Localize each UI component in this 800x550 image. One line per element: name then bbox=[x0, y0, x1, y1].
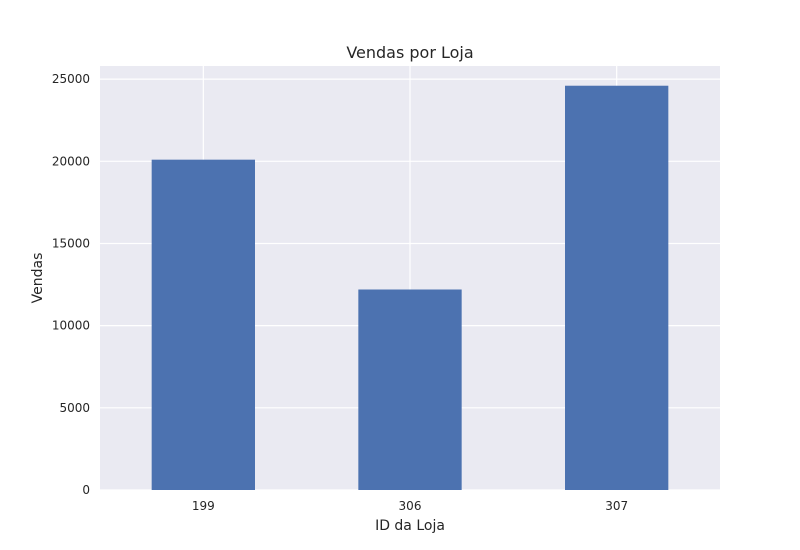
bar-306 bbox=[358, 289, 462, 490]
x-tick-labels: 199 306 307 bbox=[192, 499, 628, 513]
y-tick-labels: 0 5000 10000 15000 20000 25000 bbox=[52, 72, 90, 497]
y-tick-label: 15000 bbox=[52, 236, 90, 250]
y-tick-label: 0 bbox=[82, 483, 90, 497]
y-tick-label: 5000 bbox=[59, 401, 90, 415]
x-tick-label: 307 bbox=[605, 499, 628, 513]
y-tick-label: 10000 bbox=[52, 319, 90, 333]
bar-199 bbox=[151, 159, 255, 490]
x-axis-label: ID da Loja bbox=[375, 518, 445, 534]
chart-title: Vendas por Loja bbox=[346, 43, 473, 62]
bars bbox=[151, 85, 669, 490]
x-tick-label: 199 bbox=[192, 499, 215, 513]
bar-307 bbox=[565, 85, 669, 490]
y-tick-label: 25000 bbox=[52, 72, 90, 86]
y-axis-label: Vendas bbox=[30, 253, 46, 304]
x-tick-label: 306 bbox=[399, 499, 422, 513]
y-tick-label: 20000 bbox=[52, 154, 90, 168]
